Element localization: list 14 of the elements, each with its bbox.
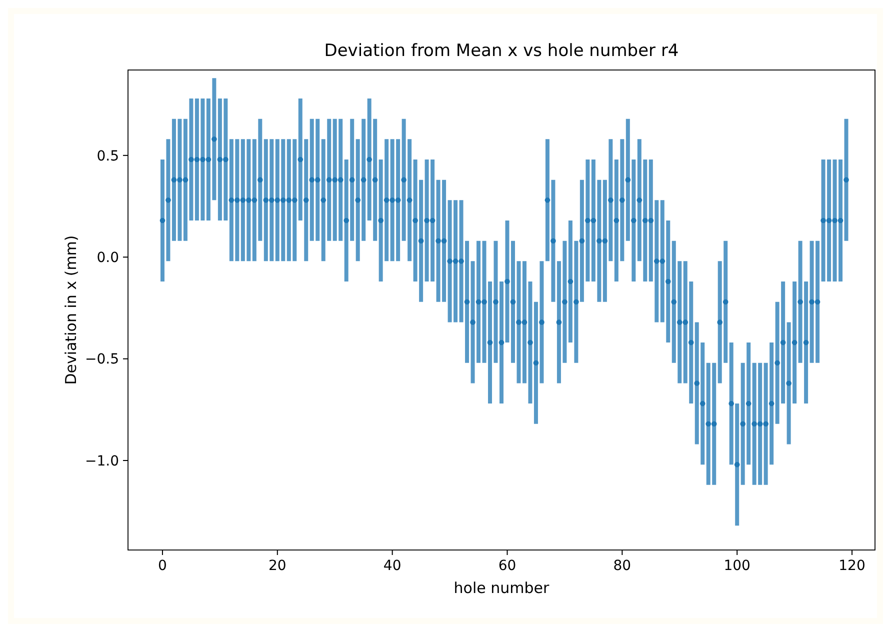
y-tick-label: −1.0 xyxy=(85,453,119,470)
x-tick-label: 80 xyxy=(613,558,632,574)
y-tick-label: 0.5 xyxy=(96,148,119,164)
y-tick-label: 0.0 xyxy=(96,250,119,266)
x-tick-label: 60 xyxy=(498,558,516,574)
x-tick-label: 100 xyxy=(724,558,750,574)
y-axis-title: Deviation in x (mm) xyxy=(62,235,80,385)
y-tick-label: −0.5 xyxy=(85,352,119,368)
x-tick-label: 20 xyxy=(268,558,286,574)
x-tick-label: 40 xyxy=(383,558,402,574)
chart-title: Deviation from Mean x vs hole number r4 xyxy=(324,41,679,61)
x-tick-label: 0 xyxy=(158,558,167,574)
x-tick-label: 120 xyxy=(838,558,866,574)
x-axis-title: hole number xyxy=(454,579,550,597)
